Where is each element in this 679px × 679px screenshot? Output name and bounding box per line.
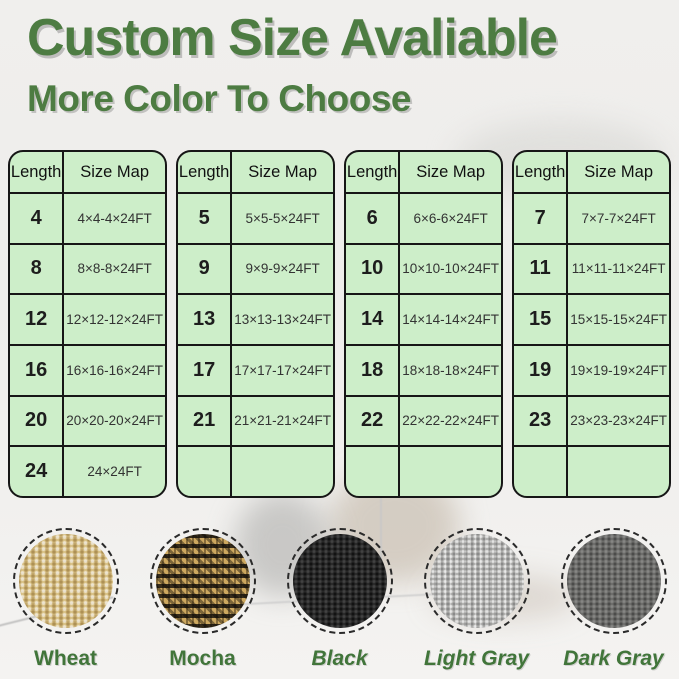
size-tables: Length Size Map 4 4×4-4×24FT 8 8×8-8×24FT 12 12… [8,150,671,498]
size-map-cell: 20×20-20×24FT [64,394,165,446]
size-map-cell: 7×7-7×24FT [568,192,669,243]
size-map-cell: 18×18-18×24FT [400,344,501,395]
length-cell: 6 [346,192,401,243]
column-header-size-map: Size Map [416,162,486,181]
size-table: Length Size Map 4 4×4-4×24FT 8 8×8-8×24FT 12 12… [8,150,167,498]
size-map-cell: 12×12-12×24FT [64,293,165,344]
page-title: Custom Size Avaliable [27,9,558,67]
size-map-cell: 8×8-8×24FT [64,242,165,294]
size-map-cell: 21×21-21×24FT [232,394,333,446]
size-map-cell: 14×14-14×24FT [400,293,501,344]
size-map-cell: 16×16-16×24FT [64,344,165,395]
size-map-cell: 13×13-13×24FT [232,293,333,344]
color-label: Light Gray [423,647,529,670]
size-map-cell: 19×19-19×24FT [568,344,669,395]
length-cell: 15 [514,293,569,344]
fabric-swatch-wheat [18,534,113,628]
swatch-dashed-ring [286,528,393,634]
color-label: Black [311,647,368,670]
length-cell: 17 [178,344,233,395]
size-map-cell: 4×4-4×24FT [64,192,165,243]
size-map-cell: 10×10-10×24FT [400,242,501,294]
length-cell: 18 [346,344,401,395]
fabric-swatch-black [292,534,387,628]
column-header-size-map: Size Map [248,162,318,181]
length-cell: 14 [346,293,401,344]
color-option-darkgray: Dark Gray [560,528,667,671]
length-cell [514,445,569,496]
column-header-length: Length [346,152,401,192]
size-table: Length Size Map 5 5×5-5×24FT 9 9×9-9×24FT 13 13… [176,150,335,498]
size-map-cell: 6×6-6×24FT [400,192,501,243]
length-cell [346,445,401,496]
length-cell: 16 [10,344,65,395]
length-cell: 5 [178,192,233,243]
length-cell: 9 [178,242,233,294]
column-header-size-map: Size Map [80,162,150,181]
size-map-cell [232,445,333,496]
color-option-wheat: Wheat [12,528,119,671]
length-cell: 4 [10,192,65,243]
size-map-cell: 11×11-11×24FT [568,242,669,294]
length-cell: 7 [514,192,569,243]
length-cell: 21 [178,394,233,446]
size-map-cell: 24×24FT [64,445,165,496]
column-header-size-map: Size Map [584,162,654,181]
size-map-cell: 23×23-23×24FT [568,394,669,446]
color-option-lightgray: Light Gray [423,528,530,671]
length-cell: 10 [346,242,401,294]
swatch-dashed-ring [423,528,530,634]
size-map-cell: 17×17-17×24FT [232,344,333,395]
fabric-swatch-mocha [155,534,250,628]
length-cell: 23 [514,394,569,446]
color-label: Wheat [34,647,97,670]
length-cell: 12 [10,293,65,344]
color-option-black: Black [286,528,393,671]
swatch-dashed-ring [560,528,667,634]
swatch-dashed-ring [12,528,119,634]
size-table: Length Size Map 6 6×6-6×24FT 10 10×10-10×24FT… [344,150,503,498]
fabric-swatch-darkgray [566,534,661,628]
size-map-cell: 5×5-5×24FT [232,192,333,243]
length-cell: 8 [10,242,65,294]
size-map-cell [568,445,669,496]
column-header-length: Length [10,152,65,192]
size-map-cell: 15×15-15×24FT [568,293,669,344]
color-swatches: Wheat Mocha Black Light Gray Dark Gray [12,528,667,671]
length-cell: 20 [10,394,65,446]
size-map-cell: 22×22-22×24FT [400,394,501,446]
length-cell [178,445,233,496]
length-cell: 19 [514,344,569,395]
background-thread-line [380,466,382,562]
size-table: Length Size Map 7 7×7-7×24FT 11 11×11-11×24FT… [512,150,671,498]
fabric-swatch-lightgray [429,534,524,628]
page-subtitle: More Color To Choose [27,78,411,119]
size-map-cell: 9×9-9×24FT [232,242,333,294]
length-cell: 22 [346,394,401,446]
length-cell: 11 [514,242,569,294]
length-cell: 24 [10,445,65,496]
column-header-length: Length [514,152,569,192]
color-option-mocha: Mocha [149,528,256,671]
swatch-dashed-ring [149,528,256,634]
length-cell: 13 [178,293,233,344]
color-label: Dark Gray [563,647,664,670]
column-header-length: Length [178,152,233,192]
color-label: Mocha [169,647,236,670]
size-map-cell [400,445,501,496]
